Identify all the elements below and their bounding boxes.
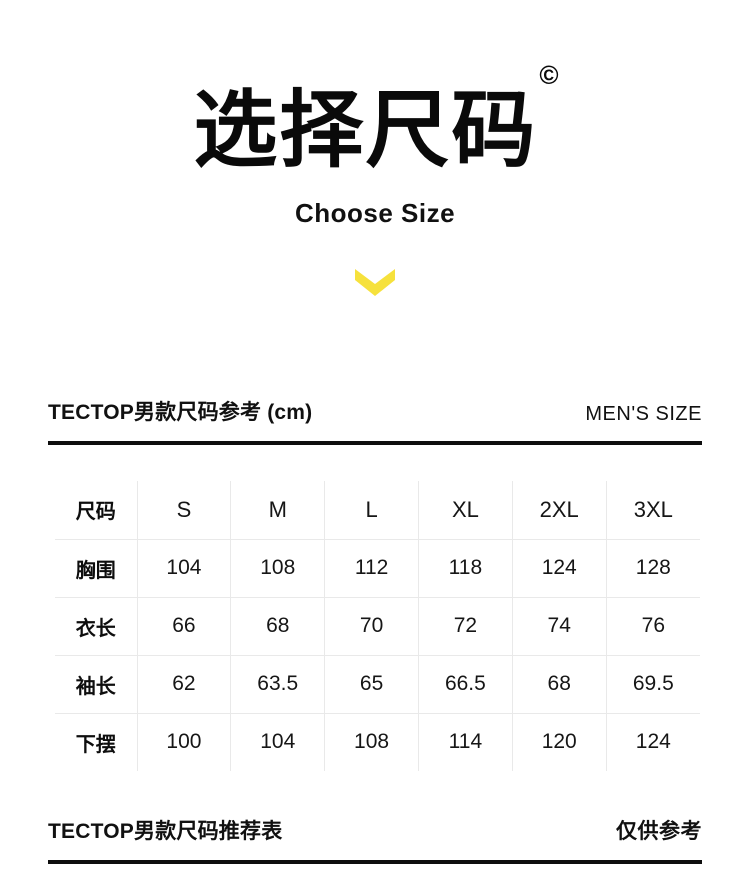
size-column-header: 尺码 [75, 501, 116, 524]
size-value: 69.5 [605, 654, 700, 713]
page-title-text: 选择尺码 [193, 83, 538, 177]
recommendation-footer-title: TECTOP男款尺码推荐表 [48, 820, 283, 843]
copyright-symbol: © [539, 60, 559, 90]
size-value: 104 [230, 712, 325, 771]
size-value: 124 [605, 712, 700, 771]
size-value: 74 [511, 596, 607, 655]
page-subtitle: Choose Size [294, 198, 456, 228]
size-value: 62 [136, 654, 231, 713]
table-row-sleeve: 袖长 62 63.5 65 66.5 68 69.5 [55, 654, 700, 713]
size-value: 66.5 [417, 654, 513, 713]
men-size-header-title: TECTOP男款尺码参考 (cm) [48, 401, 313, 424]
size-value: 68 [511, 654, 607, 713]
size-value: 104 [136, 538, 231, 597]
size-value: 124 [511, 538, 607, 597]
page-title: 选择尺码© [193, 62, 558, 172]
size-column-header: 3XL [605, 481, 700, 539]
size-value: 118 [417, 538, 513, 597]
measurement-label: 胸围 [55, 538, 137, 597]
size-value: 108 [324, 712, 419, 771]
size-value: 68 [230, 596, 325, 655]
size-value: 128 [605, 538, 700, 597]
size-value: 76 [605, 596, 700, 655]
size-value: 72 [417, 596, 513, 655]
size-table: 尺码 S M L XL 2XL 3XL 胸围 104 108 112 118 1… [55, 481, 700, 771]
size-column-header: 2XL [511, 481, 607, 539]
measurement-label: 袖长 [55, 654, 137, 713]
men-size-header-label: MEN'S SIZE [585, 403, 702, 425]
size-column-header: M [230, 481, 325, 539]
hero-section: 选择尺码© Choose Size [0, 0, 750, 297]
size-column-header: L [324, 481, 419, 539]
table-row-length: 衣长 66 68 70 72 74 76 [55, 596, 700, 655]
size-table-container: 尺码 S M L XL 2XL 3XL 胸围 104 108 112 118 1… [55, 481, 700, 771]
table-row-chest: 胸围 104 108 112 118 124 128 [55, 538, 700, 597]
size-value: 70 [324, 596, 419, 655]
measurement-label: 下摆 [55, 712, 137, 771]
recommendation-footer: TECTOP男款尺码推荐表 仅供参考 [48, 815, 702, 864]
size-value: 108 [230, 538, 325, 597]
men-size-header: TECTOP男款尺码参考 (cm) MEN'S SIZE [48, 396, 702, 445]
measurement-label: 衣长 [55, 596, 137, 655]
size-column-header: XL [417, 481, 513, 539]
size-value: 100 [136, 712, 231, 771]
size-table-header-row: 尺码 S M L XL 2XL 3XL [55, 481, 700, 539]
size-value: 63.5 [230, 654, 325, 713]
size-value: 66 [136, 596, 231, 655]
reference-only-label: 仅供参考 [616, 820, 702, 843]
size-value: 120 [511, 712, 607, 771]
size-column-header: S [136, 481, 231, 539]
chevron-down-icon [0, 269, 750, 297]
size-value: 112 [324, 538, 419, 597]
table-row-hem: 下摆 100 104 108 114 120 124 [55, 712, 700, 771]
size-value: 114 [417, 712, 513, 771]
size-value: 65 [324, 654, 419, 713]
